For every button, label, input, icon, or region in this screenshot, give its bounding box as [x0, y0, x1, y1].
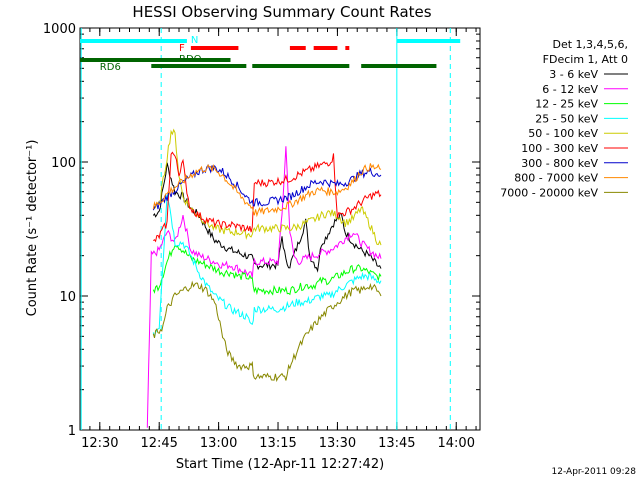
- x-axis-label: Start Time (12-Apr-11 12:27:42): [176, 457, 384, 472]
- legend-label: 6 - 12 keV: [542, 83, 598, 96]
- legend: Det 1,3,4,5,6, FDecim 1, Att 0 3 - 6 keV…: [500, 38, 628, 199]
- series-line: [152, 163, 382, 218]
- series-line: [153, 151, 382, 243]
- legend-label: 100 - 300 keV: [521, 142, 598, 155]
- x-tick-label: 13:30: [319, 436, 356, 451]
- plot-frame: [79, 27, 481, 431]
- plot-area: 1 10 100 1000 12:30 12:45 13:00 13:15 13:30 13:45…: [43, 22, 481, 451]
- legend-header-line-1: Det 1,3,4,5,6,: [552, 38, 628, 51]
- x-tick-label: 13:15: [259, 436, 296, 451]
- series-line: [146, 146, 382, 428]
- y-tick-label: 1: [68, 424, 76, 439]
- legend-label: 3 - 6 keV: [549, 68, 598, 81]
- series-line: [152, 194, 382, 338]
- flag-label-rdo: RDO: [179, 54, 202, 65]
- legend-label: 25 - 50 keV: [535, 112, 598, 125]
- x-tick-label: 12:45: [140, 436, 177, 451]
- series-line: [153, 128, 382, 246]
- y-tick-label: 1000: [43, 22, 76, 37]
- series-line: [152, 280, 382, 383]
- y-axis-label: Count Rate (s⁻¹ detector⁻¹): [25, 140, 40, 317]
- flag-label-n: N: [191, 35, 198, 46]
- legend-label: 300 - 800 keV: [521, 157, 598, 170]
- y-tick-label: 100: [51, 156, 76, 171]
- series-line: [152, 244, 382, 296]
- x-tick-label: 13:45: [378, 436, 415, 451]
- legend-header-line-2: FDecim 1, Att 0: [543, 53, 628, 66]
- legend-label: 12 - 25 keV: [535, 98, 598, 111]
- legend-label: 7000 - 20000 keV: [500, 186, 598, 199]
- legend-label: 800 - 7000 keV: [514, 172, 598, 185]
- y-tick-label: 10: [59, 290, 76, 305]
- flag-label-rd6: RD6: [100, 62, 121, 73]
- timestamp: 12-Apr-2011 09:28: [552, 467, 637, 477]
- x-tick-label: 14:00: [438, 436, 475, 451]
- x-tick-label: 12:30: [81, 436, 118, 451]
- chart-title: HESSI Observing Summary Count Rates: [132, 3, 431, 21]
- flag-label-f: F: [179, 43, 185, 54]
- legend-label: 50 - 100 keV: [528, 127, 598, 140]
- x-tick-label: 13:00: [200, 436, 237, 451]
